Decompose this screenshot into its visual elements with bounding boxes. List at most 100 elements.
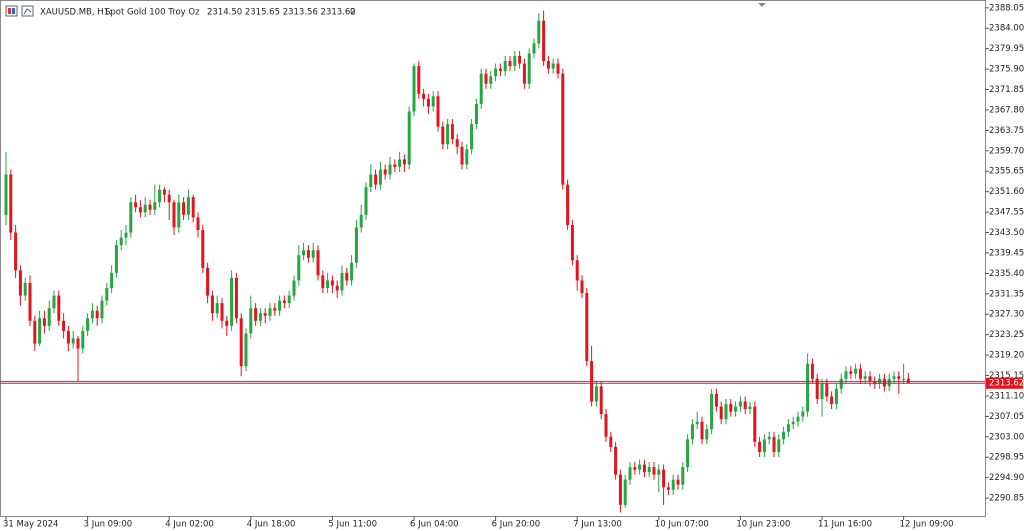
candle-body: [710, 393, 714, 430]
candle-body: [426, 98, 430, 107]
candle-body: [897, 376, 901, 379]
candle-body: [806, 363, 810, 412]
candle-body: [244, 333, 248, 367]
candle-body: [57, 295, 61, 321]
candle-body: [647, 467, 651, 473]
candle-body: [633, 467, 637, 470]
x-tick-label: 11 Jun 16:00: [818, 520, 872, 530]
candle-body: [297, 255, 301, 281]
candle-body: [542, 20, 546, 62]
candle-body: [350, 262, 354, 281]
candle-body: [191, 197, 195, 218]
candle-body: [494, 68, 498, 77]
candle-body: [335, 285, 339, 291]
header-volume: 0: [350, 8, 355, 18]
candle-body: [868, 376, 872, 382]
candle-body: [52, 295, 56, 309]
candle-body: [820, 383, 824, 399]
candle-body: [666, 487, 670, 490]
candle-body: [556, 63, 560, 74]
shift-marker: [758, 3, 766, 7]
candle-body: [513, 55, 517, 67]
y-tick-label: 2388.05: [989, 3, 1024, 13]
candle-body: [810, 363, 814, 379]
candle-body: [844, 371, 848, 379]
candle-body: [518, 55, 522, 64]
candle-body: [354, 227, 358, 263]
description: Spot Gold 100 Troy Oz: [105, 8, 200, 18]
candle-body: [321, 275, 325, 289]
candle-body: [18, 270, 22, 296]
candle-body: [239, 318, 243, 367]
candle-body: [431, 96, 435, 107]
candle-body: [326, 280, 330, 289]
candle-body: [772, 436, 776, 452]
candle-body: [249, 308, 253, 334]
candle-body: [676, 479, 680, 485]
candle-body: [546, 61, 550, 69]
candle-body: [369, 174, 373, 188]
candle-body: [71, 338, 75, 344]
candle-body: [527, 53, 531, 84]
x-tick-label: 6 Jun 20:00: [492, 520, 541, 530]
y-tick-label: 2327.30: [989, 310, 1024, 320]
candle-body: [258, 313, 262, 321]
candle-body: [417, 66, 421, 94]
y-tick-label: 2367.80: [989, 105, 1024, 115]
candle-body: [686, 439, 690, 468]
header-icon: [5, 5, 34, 17]
candle-body: [158, 189, 162, 203]
y-tick-label: 2294.90: [989, 473, 1024, 483]
candle-body: [28, 282, 32, 321]
candle-body: [714, 393, 718, 407]
candle-body: [422, 93, 426, 99]
candle-body: [782, 431, 786, 440]
candle-body: [172, 202, 176, 228]
candle-body: [830, 396, 834, 405]
y-tick-label: 2331.35: [989, 289, 1024, 299]
candle-body: [268, 308, 272, 316]
candle-body: [748, 406, 752, 410]
candle-body: [374, 174, 378, 185]
candle-body: [282, 300, 286, 304]
y-tick-label: 2303.00: [989, 432, 1024, 442]
candle-body: [9, 174, 13, 233]
candle-body: [604, 414, 608, 437]
candle-body: [148, 204, 152, 210]
candle-body: [854, 368, 858, 374]
candle-body: [134, 202, 138, 208]
candle-body: [484, 73, 488, 84]
candle-body: [561, 73, 565, 185]
candle-body: [66, 330, 70, 344]
candle-body: [162, 189, 166, 195]
candle-body: [801, 411, 805, 417]
candle-body: [378, 169, 382, 185]
candle-body: [743, 401, 747, 410]
candle-body: [124, 232, 128, 238]
candle-body: [340, 272, 344, 291]
candle-body: [762, 439, 766, 452]
y-tick-label: 2298.95: [989, 453, 1024, 463]
x-tick-label: 10 Jun 23:00: [736, 520, 790, 530]
candle-body: [767, 436, 771, 440]
candle-body: [76, 338, 80, 349]
candle-body: [623, 479, 627, 505]
x-tick-label: 31 May 2024: [3, 520, 58, 530]
candle-body: [441, 126, 445, 145]
candle-body: [642, 464, 646, 473]
x-tick-label: 6 Jun 04:00: [410, 520, 459, 530]
candle-body: [4, 174, 8, 215]
candle-body: [62, 320, 66, 331]
candle-body: [849, 371, 853, 374]
candle-body: [834, 388, 838, 405]
candle-body: [455, 139, 459, 147]
candle-body: [23, 282, 27, 296]
candle-body: [652, 467, 656, 475]
candle-body: [138, 207, 142, 213]
candle-body: [609, 436, 613, 447]
y-tick-label: 2371.85: [989, 85, 1024, 95]
candle-body: [316, 250, 320, 276]
candle-body: [599, 386, 603, 415]
candle-body: [359, 214, 363, 228]
candle-body: [724, 404, 728, 420]
